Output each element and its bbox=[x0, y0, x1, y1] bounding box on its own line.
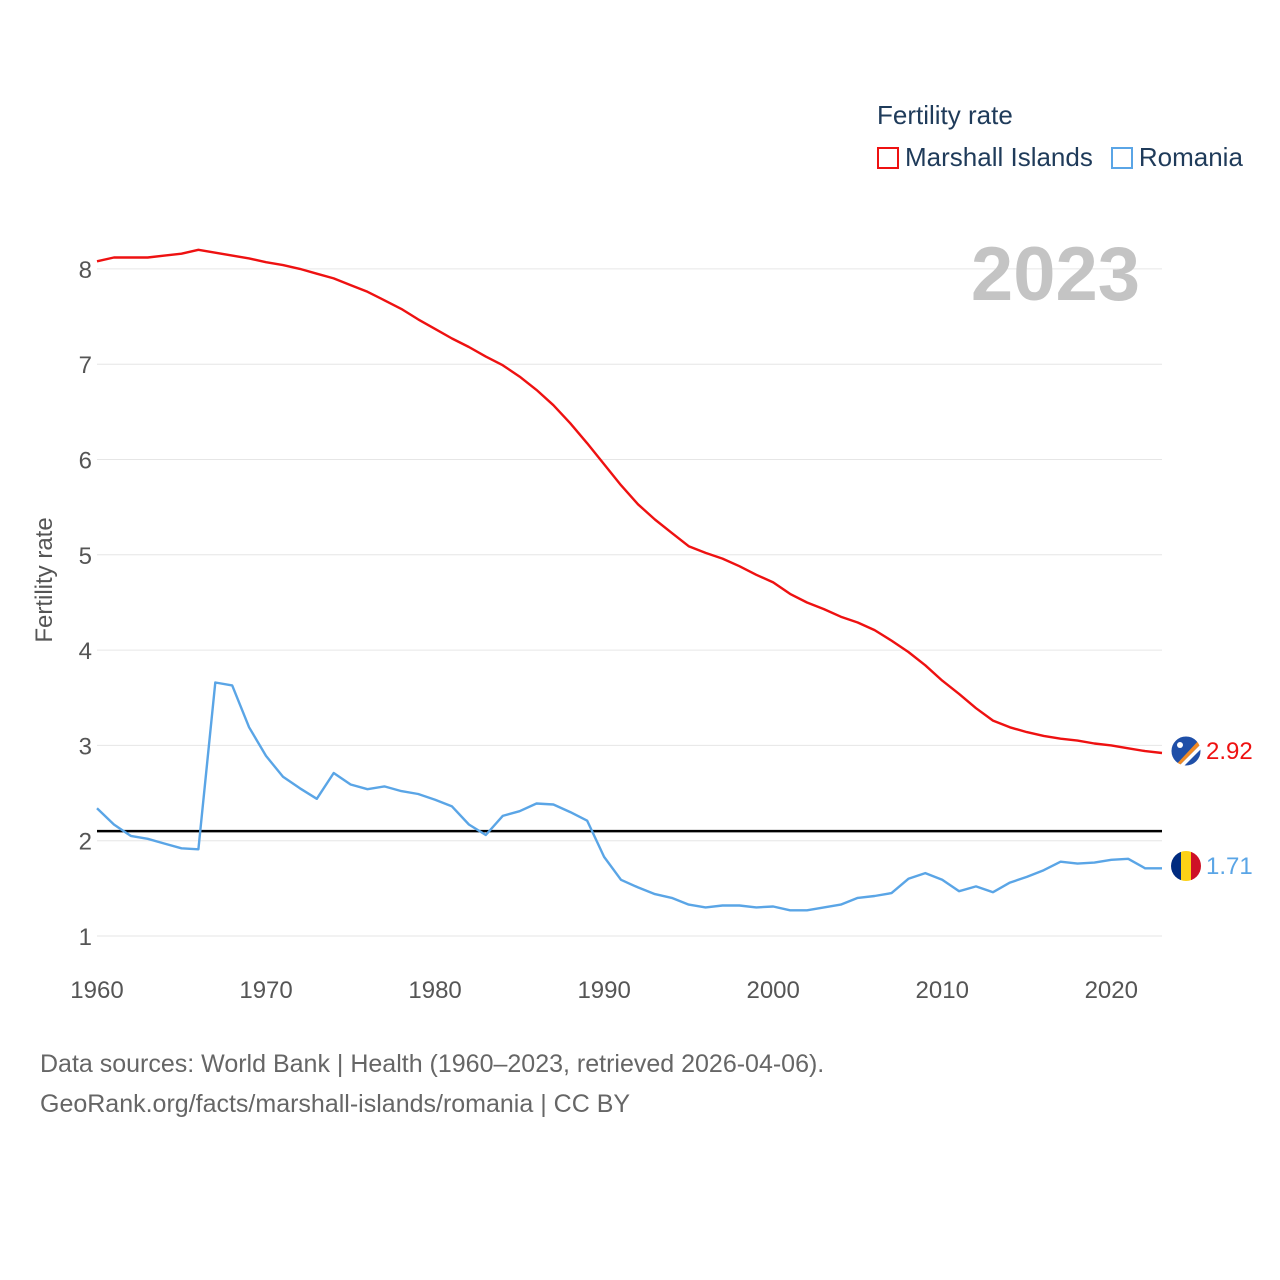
y-tick-label-4: 4 bbox=[79, 638, 92, 665]
x-tick-label-2020: 2020 bbox=[1085, 977, 1138, 1004]
source-line-2[interactable]: GeoRank.org/facts/marshall-islands/roman… bbox=[40, 1090, 631, 1118]
legend-item-marshall-islands[interactable]: Marshall Islands bbox=[877, 142, 1093, 173]
series-line-marshall-islands bbox=[96, 248, 1163, 755]
romania-end-label: 1.71 bbox=[1206, 853, 1253, 880]
marshall-islands-flag-icon bbox=[1170, 735, 1202, 767]
y-axis-label: Fertility rate bbox=[31, 517, 58, 642]
marshall-islands-end-label: 2.92 bbox=[1206, 738, 1253, 765]
x-tick-label-2000: 2000 bbox=[746, 977, 799, 1004]
x-axis-ticks: 1960 1970 1980 1990 2000 2010 2020 bbox=[70, 977, 1138, 1004]
y-axis-ticks: 1 2 3 4 5 6 7 8 bbox=[79, 257, 92, 951]
x-tick-label-1990: 1990 bbox=[577, 977, 630, 1004]
legend-title: Fertility rate bbox=[877, 100, 1013, 130]
legend: Marshall Islands Romania bbox=[877, 142, 1261, 173]
series-lines bbox=[96, 248, 1163, 912]
grid-lines bbox=[97, 268, 1162, 937]
x-tick-label-1980: 1980 bbox=[408, 977, 461, 1004]
legend-swatch-romania bbox=[1110, 146, 1133, 169]
x-tick-label-1960: 1960 bbox=[70, 977, 123, 1004]
y-tick-label-8: 8 bbox=[79, 257, 92, 284]
romania-flag-icon bbox=[1171, 851, 1201, 881]
y-tick-label-6: 6 bbox=[79, 448, 92, 475]
source-line-1: Data sources: World Bank | Health (1960–… bbox=[40, 1050, 825, 1078]
y-tick-label-7: 7 bbox=[79, 352, 92, 379]
series-line-romania bbox=[96, 681, 1162, 912]
source-note: Data sources: World Bank | Health (1960–… bbox=[40, 1044, 824, 1124]
legend-label-romania: Romania bbox=[1138, 142, 1243, 172]
y-tick-label-5: 5 bbox=[79, 543, 92, 570]
legend-label-marshall-islands: Marshall Islands bbox=[905, 142, 1093, 172]
y-tick-label-3: 3 bbox=[79, 733, 92, 760]
legend-item-romania[interactable]: Romania bbox=[1110, 142, 1243, 173]
legend-swatch-marshall-islands bbox=[877, 146, 899, 169]
x-tick-label-2010: 2010 bbox=[916, 977, 969, 1004]
y-tick-label-2: 2 bbox=[79, 829, 92, 856]
y-tick-label-1: 1 bbox=[79, 924, 92, 951]
x-tick-label-1970: 1970 bbox=[239, 977, 292, 1004]
year-watermark: 2023 bbox=[971, 232, 1140, 317]
